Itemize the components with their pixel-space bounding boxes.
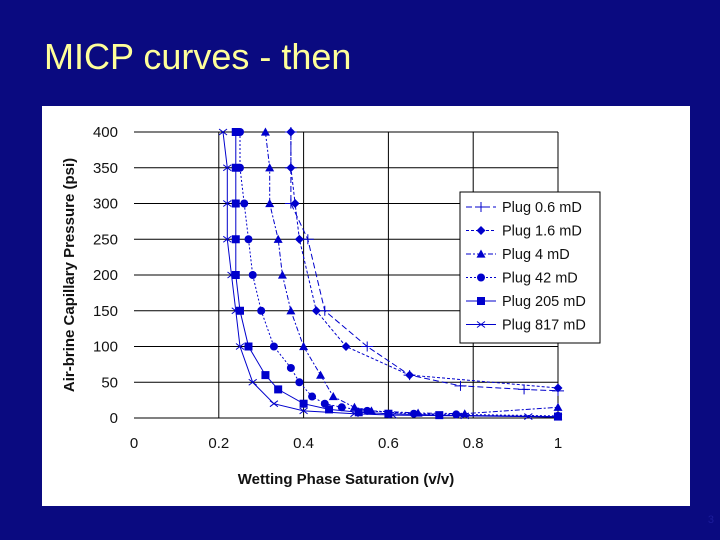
x-tick-label: 0.4	[293, 435, 314, 452]
micp-chart: 0 50 100 150 200 250 300 350 400 0 0.2 0.4 0.6 0.8 1 We…	[61, 124, 601, 488]
y-tick-label: 400	[93, 124, 118, 141]
data-point-plug-817-md	[460, 412, 470, 420]
y-tick-label: 250	[93, 231, 118, 248]
y-tick-label: 200	[93, 267, 118, 284]
slide-title: MICP curves - then	[44, 36, 352, 77]
series-line-plug-0-6-md	[290, 132, 559, 392]
data-point-plug-0-6-md	[454, 380, 467, 391]
x-tick-label: 0	[130, 435, 138, 452]
data-point-plug-817-md	[553, 413, 563, 421]
series-line-plug-1-6-md	[290, 132, 559, 389]
legend-label: Plug 42 mD	[502, 271, 578, 287]
data-point-plug-42-md	[286, 363, 295, 372]
data-point-plug-42-md	[248, 271, 257, 279]
data-point-plug-817-md	[227, 271, 236, 279]
data-point-plug-4-md	[260, 127, 270, 136]
data-point-plug-1-6-md	[286, 127, 296, 137]
x-tick-label: 1	[554, 435, 562, 452]
data-point-plug-205-md	[554, 412, 562, 421]
legend-label: Plug 4 mD	[502, 247, 570, 263]
legend-marker	[475, 202, 487, 212]
data-point-plug-817-md	[222, 235, 232, 243]
legend-box	[459, 191, 601, 344]
data-point-plug-817-md	[388, 411, 397, 419]
data-point-plug-205-md	[236, 306, 244, 315]
data-point-plug-817-md	[231, 307, 241, 315]
slide-number: 3	[707, 514, 714, 526]
x-axis-label: Wetting Phase Saturation (v/v)	[238, 471, 454, 488]
legend-label: Plug 817 mD	[502, 318, 586, 334]
data-point-plug-4-md	[265, 163, 275, 172]
data-point-plug-817-md	[269, 400, 279, 408]
x-tick-label: 0.2	[208, 435, 229, 452]
y-tick-label: 0	[110, 410, 118, 427]
data-point-plug-1-6-md	[311, 306, 321, 316]
legend-label: Plug 1.6 mD	[502, 224, 582, 240]
chart-panel: 0 50 100 150 200 250 300 350 400 0 0.2 0.4 0.6 0.8 1 We…	[42, 106, 690, 506]
data-point-plug-205-md	[244, 342, 253, 351]
data-point-plug-205-md	[384, 409, 393, 418]
x-tick-label: 0.6	[378, 435, 399, 452]
data-point-plug-205-md	[231, 271, 240, 279]
data-point-plug-205-md	[231, 163, 240, 172]
data-point-plug-42-md	[244, 235, 253, 244]
data-point-plug-1-6-md	[553, 383, 563, 393]
data-point-plug-205-md	[299, 399, 308, 408]
data-point-plug-42-md	[257, 306, 266, 315]
data-point-plug-205-md	[274, 385, 283, 394]
data-point-plug-42-md	[308, 392, 317, 401]
data-point-plug-1-6-md	[290, 199, 300, 208]
data-point-plug-205-md	[325, 405, 334, 414]
x-tick-label: 0.8	[463, 435, 484, 452]
data-point-plug-4-md	[553, 402, 563, 411]
data-point-plug-42-md	[337, 403, 346, 412]
data-point-plug-205-md	[231, 235, 240, 244]
y-tick-label: 350	[93, 160, 118, 177]
legend-marker	[476, 249, 486, 258]
data-point-plug-42-md	[452, 410, 461, 419]
data-point-plug-817-md	[222, 200, 232, 207]
y-tick-label: 150	[93, 303, 118, 320]
data-point-plug-42-md	[295, 378, 304, 387]
data-point-plug-817-md	[248, 378, 258, 386]
data-point-plug-4-md	[277, 270, 287, 279]
data-point-plug-42-md	[409, 409, 418, 418]
legend-label: Plug 205 mD	[502, 294, 586, 310]
data-point-plug-817-md	[222, 164, 232, 172]
data-point-plug-205-md	[231, 199, 240, 208]
data-point-plug-205-md	[261, 371, 270, 380]
legend-marker	[477, 273, 485, 282]
data-point-plug-205-md	[354, 408, 363, 417]
data-point-plug-205-md	[231, 128, 240, 136]
data-point-plug-4-md	[286, 306, 296, 315]
y-tick-label: 300	[93, 196, 118, 213]
series-line-plug-42-md	[239, 132, 559, 417]
data-point-plug-817-md	[299, 407, 308, 415]
data-point-plug-1-6-md	[294, 234, 304, 244]
series-line-plug-4-md	[264, 131, 559, 415]
data-point-plug-817-md	[350, 410, 359, 418]
data-point-plug-42-md	[269, 342, 278, 351]
legend-marker	[476, 321, 486, 328]
y-tick-label: 50	[101, 374, 118, 391]
legend-label: Plug 0.6 mD	[502, 200, 582, 216]
legend-marker	[477, 297, 485, 305]
data-point-plug-1-6-md	[405, 370, 415, 380]
data-point-plug-817-md	[235, 343, 245, 350]
data-point-plug-817-md	[524, 413, 533, 420]
legend-marker	[476, 226, 486, 235]
data-point-plug-0-6-md	[518, 384, 531, 395]
y-tick-label: 100	[93, 339, 118, 356]
y-axis-label: Air-brine Capillary Pressure (psi)	[61, 158, 78, 392]
data-point-plug-1-6-md	[341, 342, 351, 351]
data-point-plug-4-md	[265, 199, 275, 208]
data-point-plug-4-md	[316, 370, 326, 379]
data-point-plug-4-md	[273, 234, 283, 243]
data-point-plug-817-md	[218, 128, 228, 136]
data-point-plug-1-6-md	[286, 163, 296, 173]
data-point-plug-4-md	[328, 392, 338, 401]
data-point-plug-4-md	[299, 342, 309, 351]
data-point-plug-0-6-md	[361, 341, 374, 352]
data-point-plug-42-md	[240, 199, 249, 208]
